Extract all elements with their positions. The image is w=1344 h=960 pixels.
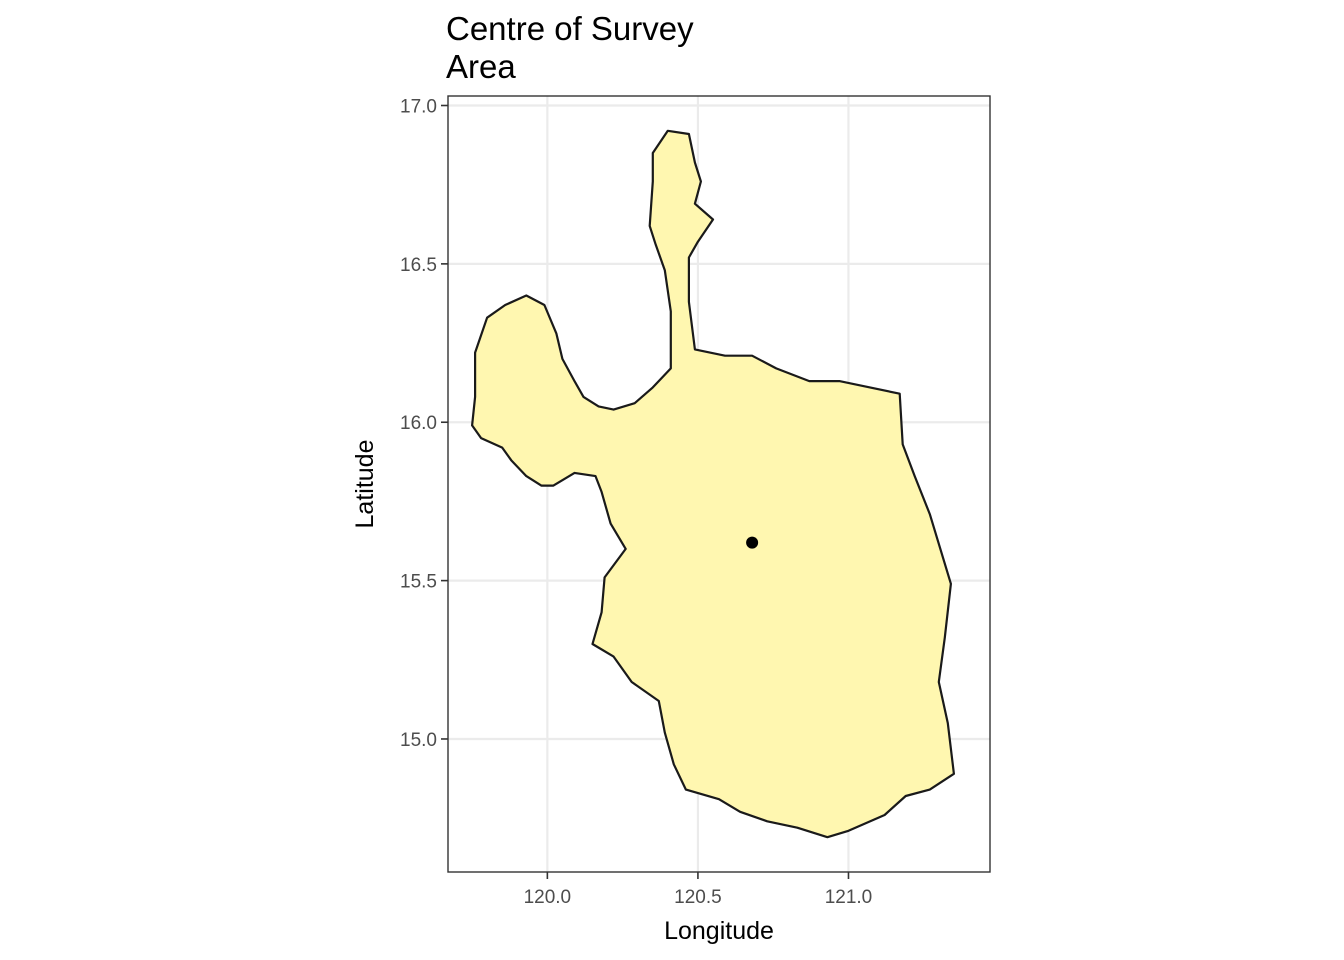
x-tick-label-1: 120.5	[674, 887, 722, 908]
plot-panel-border	[447, 95, 991, 873]
x-tick-label-2: 121.0	[825, 887, 873, 908]
survey-region-polygon	[471, 129, 955, 839]
y-axis-title: Latitude	[351, 440, 379, 529]
survey-centre-point	[746, 536, 759, 549]
y-axis-ticks: 15.0 15.5 16.0 16.5 17.0	[400, 97, 448, 751]
map-title-line-2: Area	[446, 48, 516, 85]
y-tick-label-3: 16.5	[400, 255, 437, 276]
y-tick-label-0: 15.0	[400, 730, 437, 751]
map-title-line-1: Centre of Survey	[446, 10, 694, 47]
x-tick-label-0: 120.0	[524, 887, 572, 908]
x-axis-title: Longitude	[664, 917, 774, 945]
y-tick-label-1: 15.5	[400, 572, 437, 593]
x-axis-ticks: 120.0 120.5 121.0	[524, 872, 873, 908]
y-tick-label-2: 16.0	[400, 413, 437, 434]
y-tick-label-4: 17.0	[400, 97, 437, 118]
